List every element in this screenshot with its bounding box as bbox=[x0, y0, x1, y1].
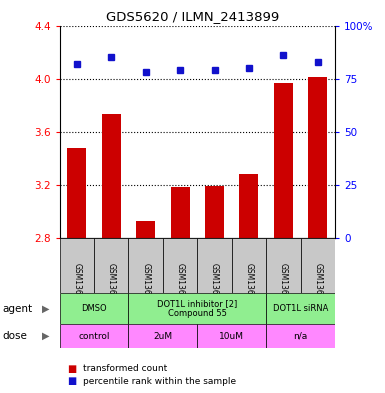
Text: GSM1366026: GSM1366026 bbox=[176, 263, 185, 314]
Bar bbox=[60, 238, 94, 293]
Bar bbox=[102, 114, 121, 238]
Bar bbox=[266, 293, 335, 324]
Text: GSM1366024: GSM1366024 bbox=[107, 263, 116, 314]
Bar bbox=[239, 174, 258, 238]
Bar bbox=[266, 238, 301, 293]
Text: dose: dose bbox=[2, 331, 27, 341]
Bar bbox=[197, 324, 266, 348]
Bar bbox=[308, 77, 327, 238]
Bar bbox=[274, 83, 293, 238]
Text: ■: ■ bbox=[67, 376, 77, 386]
Text: DMSO: DMSO bbox=[81, 304, 107, 313]
Bar bbox=[94, 238, 129, 293]
Bar bbox=[171, 187, 189, 238]
Bar bbox=[301, 238, 335, 293]
Text: ▶: ▶ bbox=[42, 331, 49, 341]
Bar bbox=[67, 147, 86, 238]
Text: GDS5620 / ILMN_2413899: GDS5620 / ILMN_2413899 bbox=[106, 10, 279, 23]
Text: DOT1L siRNA: DOT1L siRNA bbox=[273, 304, 328, 313]
Text: 10uM: 10uM bbox=[219, 332, 244, 340]
Bar bbox=[136, 220, 155, 238]
Text: GSM1366025: GSM1366025 bbox=[141, 263, 150, 314]
Bar bbox=[205, 186, 224, 238]
Bar bbox=[60, 324, 129, 348]
Text: DOT1L inhibitor [2]
Compound 55: DOT1L inhibitor [2] Compound 55 bbox=[157, 299, 238, 318]
Text: control: control bbox=[78, 332, 110, 340]
Bar bbox=[129, 293, 266, 324]
Text: ■: ■ bbox=[67, 364, 77, 374]
Text: GSM1366033: GSM1366033 bbox=[279, 263, 288, 314]
Text: n/a: n/a bbox=[293, 332, 308, 340]
Text: percentile rank within the sample: percentile rank within the sample bbox=[83, 377, 236, 386]
Bar bbox=[232, 238, 266, 293]
Text: ▶: ▶ bbox=[42, 303, 49, 314]
Text: 2uM: 2uM bbox=[153, 332, 172, 340]
Text: transformed count: transformed count bbox=[83, 364, 167, 373]
Bar bbox=[163, 238, 197, 293]
Text: GSM1366023: GSM1366023 bbox=[72, 263, 81, 314]
Text: agent: agent bbox=[2, 303, 32, 314]
Text: GSM1366034: GSM1366034 bbox=[313, 263, 322, 314]
Bar bbox=[129, 238, 163, 293]
Bar bbox=[60, 293, 129, 324]
Bar bbox=[129, 324, 197, 348]
Bar bbox=[197, 238, 232, 293]
Bar bbox=[266, 324, 335, 348]
Text: GSM1366027: GSM1366027 bbox=[210, 263, 219, 314]
Text: GSM1366028: GSM1366028 bbox=[244, 263, 253, 314]
